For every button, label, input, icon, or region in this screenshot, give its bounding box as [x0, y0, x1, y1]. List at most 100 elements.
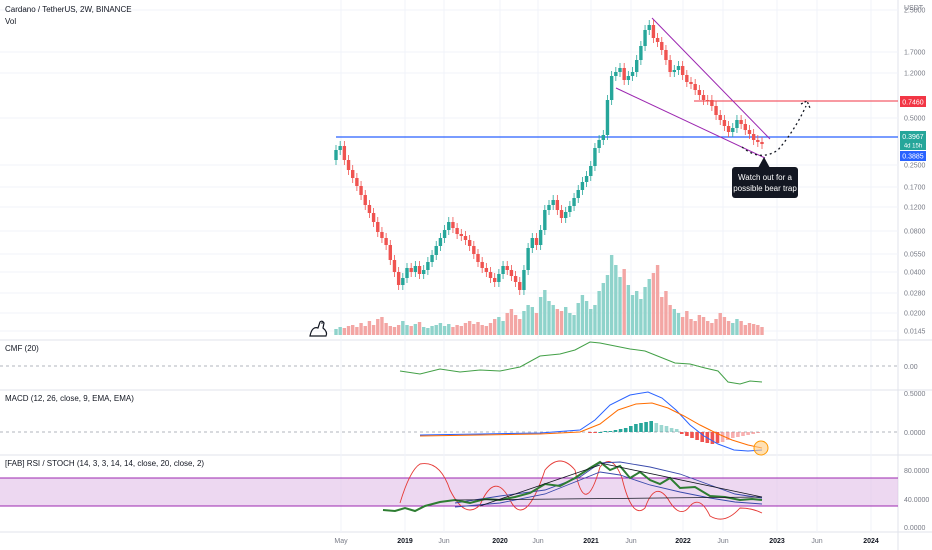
rsi-tick-0: 80.0000: [904, 468, 929, 475]
price-tick: 0.5000: [904, 116, 926, 123]
volume-bar: [547, 301, 551, 335]
candle-body: [493, 278, 497, 282]
resistance-price-text: 0.7460: [902, 100, 924, 107]
macd-hist-bar: [623, 428, 628, 432]
candle-body: [530, 238, 534, 248]
volume-bar: [538, 297, 543, 335]
macd-hist-bar: [598, 432, 602, 433]
volume-bar: [459, 326, 463, 335]
candle-body: [660, 42, 664, 50]
candle-body: [526, 248, 530, 270]
candle-body: [501, 266, 505, 274]
candle-body: [722, 120, 727, 126]
macd-hist-bar: [654, 423, 659, 432]
candle-body: [614, 72, 618, 76]
candle-body: [572, 198, 576, 206]
price-tick: 0.1700: [904, 185, 926, 192]
volume-bar: [388, 326, 392, 335]
volume-bar: [355, 327, 359, 335]
candle-body: [689, 82, 693, 84]
wedge-upper-line[interactable]: [651, 17, 771, 140]
macd-hist-bar: [756, 432, 761, 433]
volume-bar: [534, 313, 539, 335]
macd-hist-bar: [593, 432, 597, 433]
candle-body: [751, 134, 756, 140]
candle-body: [756, 140, 760, 142]
price-tick: 0.2500: [904, 163, 926, 170]
candle-body: [346, 160, 351, 170]
macd-signal-line: [419, 402, 763, 449]
candle-body: [543, 210, 547, 230]
volume-bar: [597, 291, 601, 335]
volume-bar: [530, 307, 534, 335]
candle-body: [747, 130, 752, 134]
volume-bar: [363, 326, 367, 335]
candle-body: [459, 234, 463, 236]
candle-body: [655, 38, 660, 42]
volume-bar: [434, 325, 438, 335]
macd-label[interactable]: MACD (12, 26, close, 9, EMA, EMA): [5, 394, 134, 403]
price-tick: 1.2000: [904, 71, 926, 78]
volume-bar: [609, 255, 614, 335]
volume-bar: [346, 326, 351, 335]
macd-hist-bar: [669, 428, 674, 432]
candle-body: [735, 120, 739, 128]
chart-title[interactable]: Cardano / TetherUS, 2W, BINANCE: [5, 5, 132, 14]
volume-bar: [505, 313, 509, 335]
support-price-badge: 0.3885: [900, 151, 926, 161]
volume-label[interactable]: Vol: [5, 17, 16, 26]
volume-bar: [718, 313, 722, 335]
volume-bar: [455, 325, 459, 335]
candle-body: [559, 210, 564, 218]
macd-hist-bar: [613, 430, 618, 432]
volume-bar: [739, 321, 743, 335]
volume-bar: [735, 319, 739, 335]
macd-hist-bar: [751, 432, 755, 434]
volume-bar: [417, 322, 422, 335]
cmf-tick-0: 0.00: [904, 364, 918, 371]
volume-bar: [384, 323, 388, 335]
candle-body: [388, 245, 392, 260]
time-tick: May: [334, 538, 348, 545]
candle-body: [518, 282, 522, 290]
cmf-label[interactable]: CMF (20): [5, 344, 39, 353]
volume-bar: [643, 287, 647, 335]
candle-body: [472, 246, 476, 254]
candle-body: [355, 178, 359, 186]
volume-bar: [664, 291, 668, 335]
candle-body: [697, 90, 702, 95]
volume-bar: [572, 315, 576, 335]
volume-bar: [342, 328, 347, 335]
volume-bar: [371, 325, 376, 335]
macd-hist-bar: [659, 425, 664, 432]
volume-bar: [559, 311, 564, 335]
candle-body: [513, 276, 518, 282]
volume-bar: [401, 321, 405, 335]
candle-body: [426, 262, 430, 270]
annotation-callout[interactable]: Watch out for a possible bear trap: [732, 157, 798, 198]
candle-body: [564, 212, 568, 218]
candle-body: [685, 75, 689, 82]
volume-bar: [660, 297, 664, 335]
candle-body: [739, 120, 743, 124]
rsi-label[interactable]: [FAB] RSI / STOCH (14, 3, 3, 14, 14, clo…: [5, 459, 204, 468]
candle-body: [726, 126, 731, 132]
volume-bar: [685, 311, 689, 335]
candle-body: [488, 272, 493, 278]
volume-bar: [451, 327, 455, 335]
volume-bar: [680, 317, 685, 335]
wedge-lower-line[interactable]: [615, 87, 766, 159]
volume-bar: [760, 327, 764, 335]
volume-bar: [463, 323, 468, 335]
candle-body: [597, 140, 601, 148]
volume-bars: [334, 255, 764, 335]
volume-bar: [367, 321, 372, 335]
candle-body: [338, 146, 342, 150]
candle-body: [363, 195, 367, 205]
candle-body: [538, 230, 543, 245]
candle-body: [376, 222, 380, 232]
volume-bar: [614, 265, 618, 335]
volume-bar: [710, 323, 714, 335]
candle-body: [371, 213, 376, 222]
macd-histogram: [588, 421, 761, 444]
